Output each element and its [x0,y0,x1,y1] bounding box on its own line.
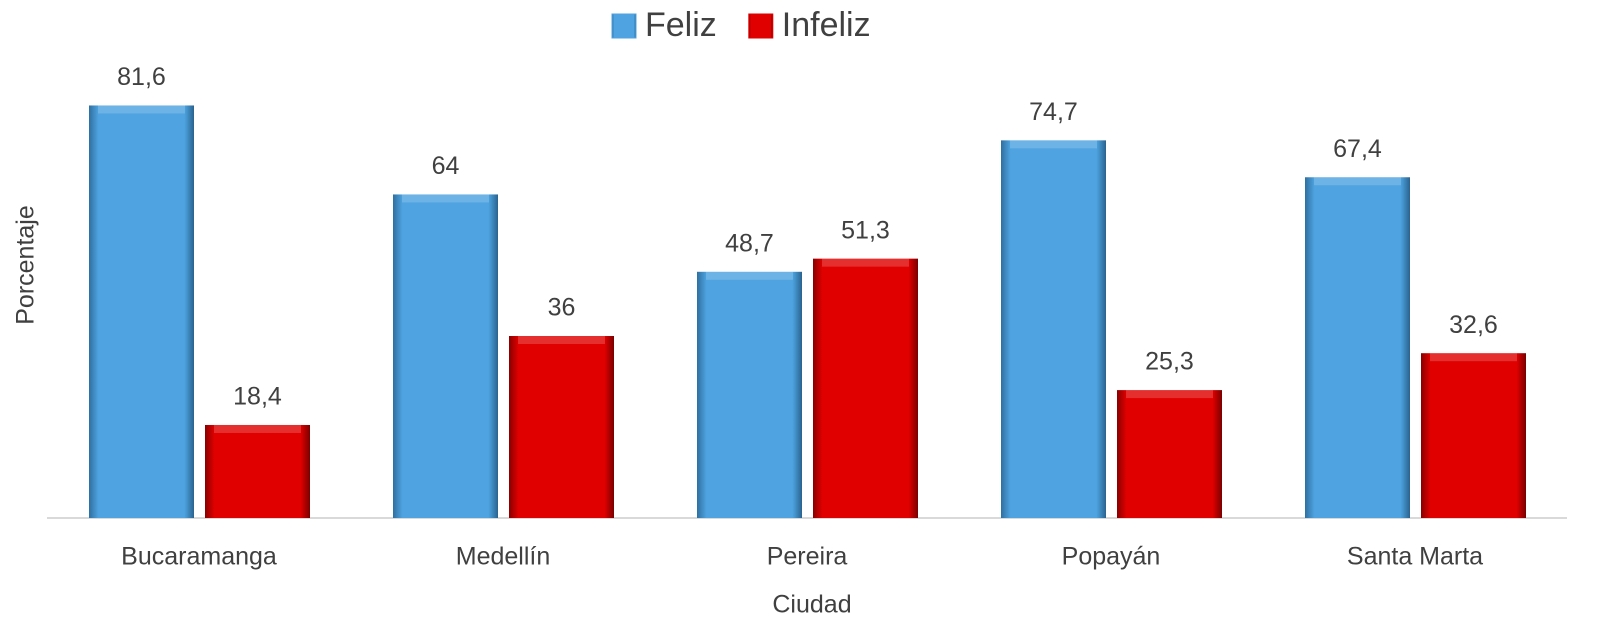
x-tick-label: Pereira [767,543,848,571]
bar-bevel [1010,140,1097,149]
data-label: 81,6 [117,63,166,91]
bar-bevel [1430,353,1517,362]
data-label: 18,4 [233,383,282,411]
bar [1305,177,1410,518]
legend-label: Infeliz [782,6,871,44]
x-axis-label: Ciudad [772,591,851,619]
bar-bevel [1314,177,1401,186]
bar [1117,390,1222,518]
bar [697,271,802,518]
x-tick-label: Medellín [456,543,551,571]
x-tick-label: Santa Marta [1347,543,1483,571]
bar-bevel [402,194,489,203]
x-tick-label: Bucaramanga [121,543,277,571]
data-label: 64 [432,152,460,180]
legend-swatch [748,13,774,39]
bar [1001,140,1106,518]
bar [813,258,918,518]
bar-bevel [98,105,185,114]
bar [1421,353,1526,518]
bar-bevel [1126,390,1213,399]
data-label: 51,3 [841,216,890,244]
bar [89,105,194,518]
data-label: 48,7 [725,229,774,257]
data-label: 32,6 [1449,311,1498,339]
bar [393,194,498,518]
data-label: 67,4 [1333,135,1382,163]
y-axis-label: Porcentaje [12,205,40,325]
bar-bevel [214,424,301,433]
legend-label: Feliz [645,6,717,44]
data-label: 36 [548,294,576,322]
bar-bevel [706,271,793,280]
bar-bevel [822,258,909,267]
bar [205,424,310,518]
data-label: 74,7 [1029,98,1078,126]
bar [509,336,614,518]
data-label: 25,3 [1145,348,1194,376]
bar-bevel [518,336,605,344]
legend-swatch [611,13,637,39]
x-tick-label: Popayán [1062,543,1161,571]
